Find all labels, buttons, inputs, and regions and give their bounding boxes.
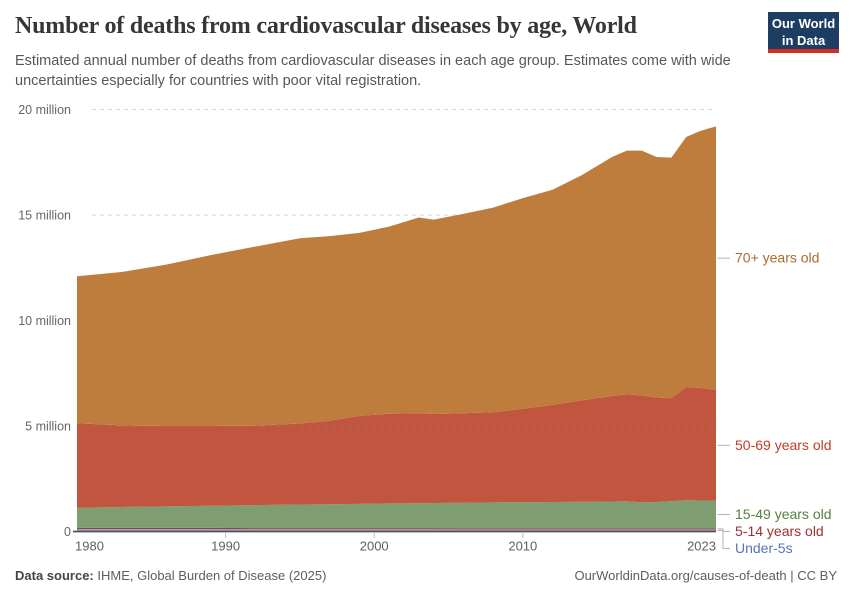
x-axis-label: 1980: [75, 539, 104, 554]
legend-label-70-plus[interactable]: 70+ years old: [735, 250, 819, 266]
legend-label-50-69[interactable]: 50-69 years old: [735, 437, 832, 453]
data-source-value: IHME, Global Burden of Disease (2025): [93, 568, 327, 583]
page-title: Number of deaths from cardiovascular dis…: [15, 13, 637, 39]
chart-subtitle: Estimated annual number of deaths from c…: [15, 53, 731, 89]
x-axis-label: 1990: [211, 539, 240, 554]
area-50-69[interactable]: [77, 387, 716, 508]
y-axis-label: 20 million: [18, 103, 71, 117]
area-15-49[interactable]: [77, 500, 716, 529]
legend-label-under-5s[interactable]: Under-5s: [735, 540, 793, 556]
legend-connector: [717, 529, 730, 549]
y-axis-label: 0: [64, 525, 71, 539]
y-axis-label: 10 million: [18, 314, 71, 328]
citation-link[interactable]: OurWorldinData.org/causes-of-death | CC …: [574, 568, 837, 583]
owid-logo-line1: Our World: [771, 16, 836, 31]
area-70-plus[interactable]: [77, 126, 716, 427]
x-axis-label: 2023: [687, 539, 716, 554]
data-source-label: Data source:: [15, 568, 94, 583]
data-source-note: Data source: IHME, Global Burden of Dise…: [15, 568, 326, 583]
legend-label-5-14[interactable]: 5-14 years old: [735, 523, 824, 539]
owid-logo[interactable]: Our World in Data: [768, 12, 839, 53]
y-axis-label: 15 million: [18, 208, 71, 222]
x-axis-label: 2000: [360, 539, 389, 554]
area-5-14[interactable]: [77, 527, 716, 530]
x-axis-label: 2010: [508, 539, 537, 554]
legend-label-15-49[interactable]: 15-49 years old: [735, 506, 832, 522]
owid-logo-line2: in Data: [781, 32, 826, 48]
y-axis-label: 5 million: [25, 419, 71, 433]
